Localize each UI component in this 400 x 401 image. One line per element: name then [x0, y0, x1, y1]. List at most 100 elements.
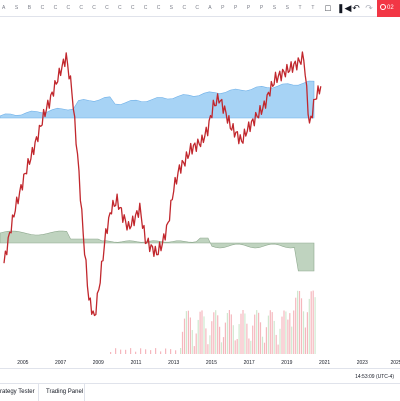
volume-bar [185, 311, 187, 354]
volume-bar [191, 330, 193, 354]
volume-bar [279, 328, 281, 354]
symbol-letter[interactable]: C [40, 5, 45, 11]
volume-bar [310, 291, 312, 354]
symbol-letter[interactable]: C [105, 5, 109, 11]
symbol-letter[interactable]: P [259, 5, 264, 11]
volume-bar [226, 313, 228, 354]
volume-bar [145, 349, 147, 354]
volume-bar [277, 344, 279, 354]
volume-bar [304, 327, 306, 354]
symbol-letter[interactable]: B [27, 5, 32, 11]
volume-bar [199, 311, 201, 354]
volume-bar [193, 346, 195, 354]
record-button[interactable]: 02 [377, 0, 400, 17]
volume-bar [165, 348, 167, 354]
volume-bar [265, 327, 267, 354]
volume-bar [275, 334, 277, 354]
volume-bars [110, 290, 316, 354]
volume-bar [170, 349, 172, 354]
volume-bar [259, 322, 262, 354]
volume-bar [236, 339, 238, 354]
volume-bar [248, 338, 250, 354]
volume-bar [246, 323, 248, 354]
symbol-letter[interactable]: C [143, 5, 148, 11]
symbol-letter[interactable]: C [53, 5, 58, 11]
symbol-letter[interactable]: S [14, 5, 19, 11]
record-label: 02 [387, 5, 394, 11]
volume-bar [271, 312, 273, 354]
volume-bar [222, 337, 225, 354]
volume-bar [234, 340, 236, 354]
volume-bar [261, 336, 264, 354]
volume-bar [256, 310, 258, 354]
chart-pane[interactable] [0, 17, 400, 368]
price-chart[interactable] [0, 17, 400, 368]
symbol-letter[interactable]: P [221, 5, 225, 11]
volume-bar [213, 312, 215, 354]
volume-bar [140, 348, 142, 354]
screenshot-icon[interactable]: □ [325, 3, 331, 13]
volume-bar [298, 291, 301, 354]
volume-bar [125, 349, 127, 354]
histogram-fill [0, 230, 315, 272]
time-axis-label: 2021 [319, 360, 331, 366]
symbol-letter[interactable]: S [285, 5, 289, 11]
replay-icon[interactable]: ❚◀ [337, 3, 352, 13]
volume-bar [211, 321, 213, 354]
price-series [3, 51, 322, 317]
volume-bar [252, 325, 254, 354]
symbol-letter[interactable]: T [298, 5, 302, 11]
symbol-letter[interactable]: C [130, 5, 135, 11]
volume-bar [203, 316, 205, 354]
time-axis-label: 2023 [356, 360, 368, 366]
volume-bar [244, 313, 246, 354]
volume-bar [289, 313, 291, 354]
symbol-letter[interactable]: A [208, 5, 212, 11]
volume-bar [155, 348, 157, 354]
tab-strategy-tester[interactable]: rategy Tester [0, 389, 35, 395]
symbol-letter[interactable]: P [234, 5, 238, 11]
symbol-letter[interactable]: S [272, 5, 277, 11]
symbol-letter[interactable]: C [156, 5, 161, 11]
symbol-letter[interactable]: P [246, 5, 251, 11]
volume-bar [207, 344, 209, 354]
volume-bar [160, 351, 162, 354]
symbol-letter[interactable]: C [195, 5, 199, 11]
volume-bar [314, 297, 316, 354]
record-icon [380, 4, 386, 11]
volume-bar [273, 320, 275, 354]
volume-bar [183, 318, 186, 354]
symbol-letter[interactable]: C [92, 5, 96, 11]
volume-bar [308, 298, 310, 354]
volume-bar [254, 314, 256, 354]
symbol-letter[interactable]: C [66, 5, 71, 11]
volume-bar [281, 316, 283, 354]
indicator-area-fill [0, 80, 315, 119]
volume-bar [302, 311, 305, 354]
volume-bar [115, 348, 117, 354]
symbol-letter[interactable]: C [79, 5, 83, 11]
symbol-letter[interactable]: C [182, 5, 187, 11]
volume-bar [150, 350, 152, 354]
time-axis-label: 2009 [92, 360, 104, 366]
undo-icon[interactable]: ↶ [352, 3, 360, 13]
volume-bar [297, 290, 299, 354]
volume-bar [263, 342, 266, 354]
time-axis[interactable]: 2005 2007 2009 2011 2013 2015 2017 2019 2021 2023… [0, 358, 400, 368]
symbol-letter[interactable]: S [169, 5, 173, 11]
volume-bar [195, 333, 197, 354]
symbol-letter[interactable]: T [311, 5, 315, 11]
time-axis-label: 2007 [55, 360, 67, 366]
symbol-letter[interactable]: C [118, 5, 122, 11]
tab-divider [38, 384, 39, 401]
time-axis-label: 2013 [168, 360, 180, 366]
time-axis-label: 2019 [281, 360, 293, 366]
volume-bar [197, 319, 199, 354]
tab-trading-panel[interactable]: Trading Panel [46, 389, 84, 395]
indicator-area [0, 80, 315, 119]
redo-icon[interactable]: ↷ [365, 3, 373, 13]
symbol-letter[interactable]: A [2, 5, 6, 11]
tab-divider [84, 384, 85, 401]
volume-bar [175, 350, 177, 354]
time-axis-label: 2025 [390, 360, 400, 366]
